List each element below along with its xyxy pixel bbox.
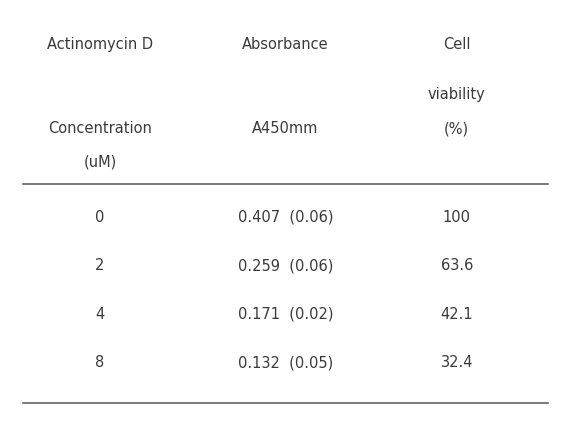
Text: 63.6: 63.6 (441, 258, 473, 273)
Text: 4: 4 (95, 307, 104, 322)
Text: Cell: Cell (443, 37, 471, 52)
Text: 100: 100 (443, 210, 471, 225)
Text: 0.259  (0.06): 0.259 (0.06) (238, 258, 333, 273)
Text: Concentration: Concentration (48, 121, 152, 136)
Text: A450mm: A450mm (252, 121, 319, 136)
Text: 32.4: 32.4 (441, 355, 473, 371)
Text: 42.1: 42.1 (440, 307, 473, 322)
Text: Actinomycin D: Actinomycin D (47, 37, 153, 52)
Text: 0.132  (0.05): 0.132 (0.05) (238, 355, 333, 371)
Text: 8: 8 (95, 355, 104, 371)
Text: viability: viability (428, 87, 486, 103)
Text: 0: 0 (95, 210, 104, 225)
Text: (uM): (uM) (83, 155, 116, 170)
Text: 0.171  (0.02): 0.171 (0.02) (238, 307, 333, 322)
Text: (%): (%) (444, 121, 469, 136)
Text: 0.407  (0.06): 0.407 (0.06) (238, 210, 333, 225)
Text: 2: 2 (95, 258, 104, 273)
Text: Absorbance: Absorbance (242, 37, 329, 52)
